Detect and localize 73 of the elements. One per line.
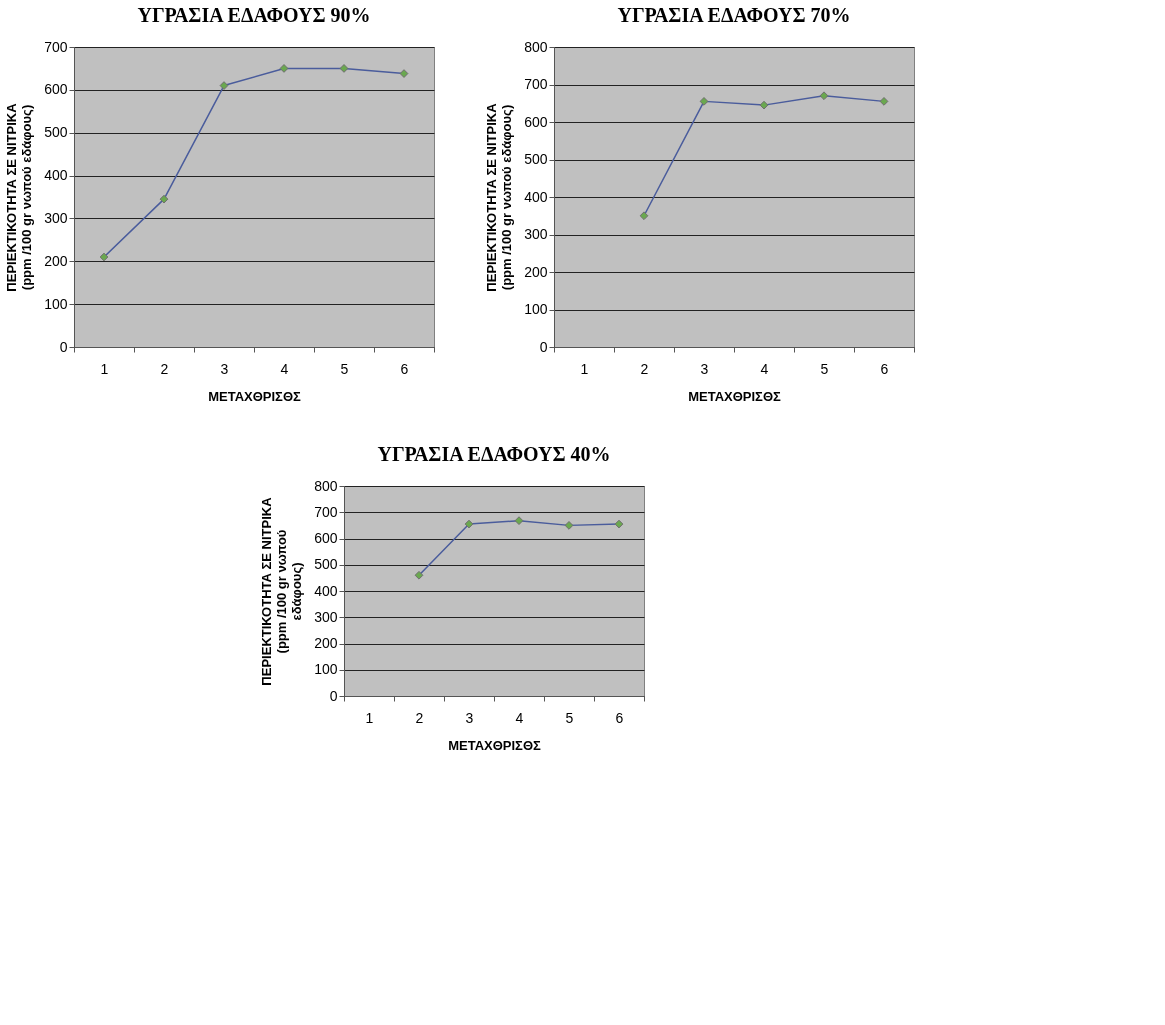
x-tick-label: 3 — [220, 360, 229, 377]
y-tick-label: 300 — [44, 209, 68, 226]
x-tick-label: 4 — [280, 360, 289, 377]
x-tick-label: 4 — [515, 709, 524, 726]
x-tick-label: 5 — [820, 360, 829, 377]
x-tick-label: 6 — [880, 360, 889, 377]
point — [464, 519, 474, 529]
text: ΠΕΡΙΕΚΤΙΚΟΤΗΤΑ ΣΕ ΝΙΤΡΙΚΑ — [4, 103, 20, 292]
x-tick-label: 5 — [340, 360, 349, 377]
chart-title: ΥΓΡΑΣΙΑ ΕΔΑΦΟΥΣ 40% — [377, 443, 611, 465]
y-tick-label: 200 — [314, 635, 338, 651]
y-tick-label: 400 — [44, 167, 68, 184]
x-axis-title: ΜΕΤΑΧΘΡΙΣΘΣ — [688, 388, 782, 404]
point — [339, 64, 349, 73]
text: (ppm /100 gr νωπού — [274, 529, 290, 654]
x-tick-label: 6 — [615, 709, 624, 726]
x-tick-label: 4 — [760, 360, 769, 377]
point — [159, 194, 169, 204]
point — [399, 69, 409, 78]
y-tick-label: 400 — [524, 188, 548, 205]
x-tick-label: 2 — [640, 360, 649, 377]
y-tick-label: 300 — [314, 608, 338, 625]
text: εδάφους) — [289, 562, 305, 621]
x-tick-label: 5 — [565, 709, 574, 726]
point — [279, 64, 289, 73]
x-tick-label: 2 — [160, 360, 169, 377]
text: (ppm /100 gr νωπού εδάφους) — [499, 104, 515, 291]
point — [759, 100, 769, 110]
x-axis-title: ΜΕΤΑΧΘΡΙΣΘΣ — [208, 388, 302, 404]
y-tick-label: 0 — [59, 338, 68, 355]
point — [614, 519, 624, 529]
y-tick-label: 0 — [329, 687, 338, 704]
y-tick-label: 400 — [314, 582, 338, 599]
point — [639, 211, 649, 221]
point — [514, 516, 524, 526]
x-tick-label: 2 — [415, 709, 424, 726]
y-tick-label: 800 — [314, 477, 338, 494]
chart-title: ΥΓΡΑΣΙΑ ΕΔΑΦΟΥΣ 70% — [617, 4, 851, 26]
y-tick-label: 200 — [524, 263, 548, 280]
x-tick-label: 3 — [700, 360, 709, 377]
y-tick-label: 600 — [44, 81, 68, 98]
x-tick-label: 1 — [365, 709, 374, 726]
y-tick-label: 200 — [44, 252, 68, 269]
x-tick-label: 3 — [465, 709, 474, 726]
point — [699, 97, 709, 106]
y-tick-label: 800 — [524, 38, 548, 55]
y-tick-label: 100 — [314, 661, 338, 678]
y-tick-label: 100 — [44, 295, 68, 312]
y-tick-label: 700 — [314, 503, 338, 520]
text: ΠΕΡΙΕΚΤΙΚΟΤΗΤΑ ΣΕ ΝΙΤΡΙΚΑ — [484, 103, 500, 292]
point — [564, 521, 574, 530]
chart-title: ΥΓΡΑΣΙΑ ΕΔΑΦΟΥΣ 90% — [137, 4, 371, 26]
y-tick-label: 500 — [524, 151, 548, 167]
y-tick-label: 300 — [524, 226, 548, 242]
y-tick-label: 700 — [524, 76, 548, 92]
y-tick-label: 700 — [44, 38, 68, 55]
point — [819, 91, 829, 101]
y-tick-label: 600 — [314, 530, 338, 546]
x-tick-label: 1 — [580, 360, 589, 377]
point — [879, 97, 889, 106]
x-tick-label: 6 — [400, 360, 409, 377]
x-axis-title: ΜΕΤΑΧΘΡΙΣΘΣ — [448, 737, 542, 753]
y-tick-label: 500 — [314, 556, 338, 573]
y-tick-label: 600 — [524, 113, 548, 130]
point — [99, 252, 109, 262]
y-tick-label: 100 — [524, 301, 548, 317]
x-tick-label: 1 — [100, 360, 109, 377]
point — [219, 81, 229, 90]
text: ΠΕΡΙΕΚΤΙΚΟΤΗΤΑ ΣΕ ΝΙΤΡΙΚΑ — [259, 497, 275, 686]
y-tick-label: 500 — [44, 124, 68, 141]
text: (ppm /100 gr νωπού εδάφους) — [19, 104, 35, 291]
y-tick-label: 0 — [539, 338, 548, 355]
point — [414, 570, 424, 580]
